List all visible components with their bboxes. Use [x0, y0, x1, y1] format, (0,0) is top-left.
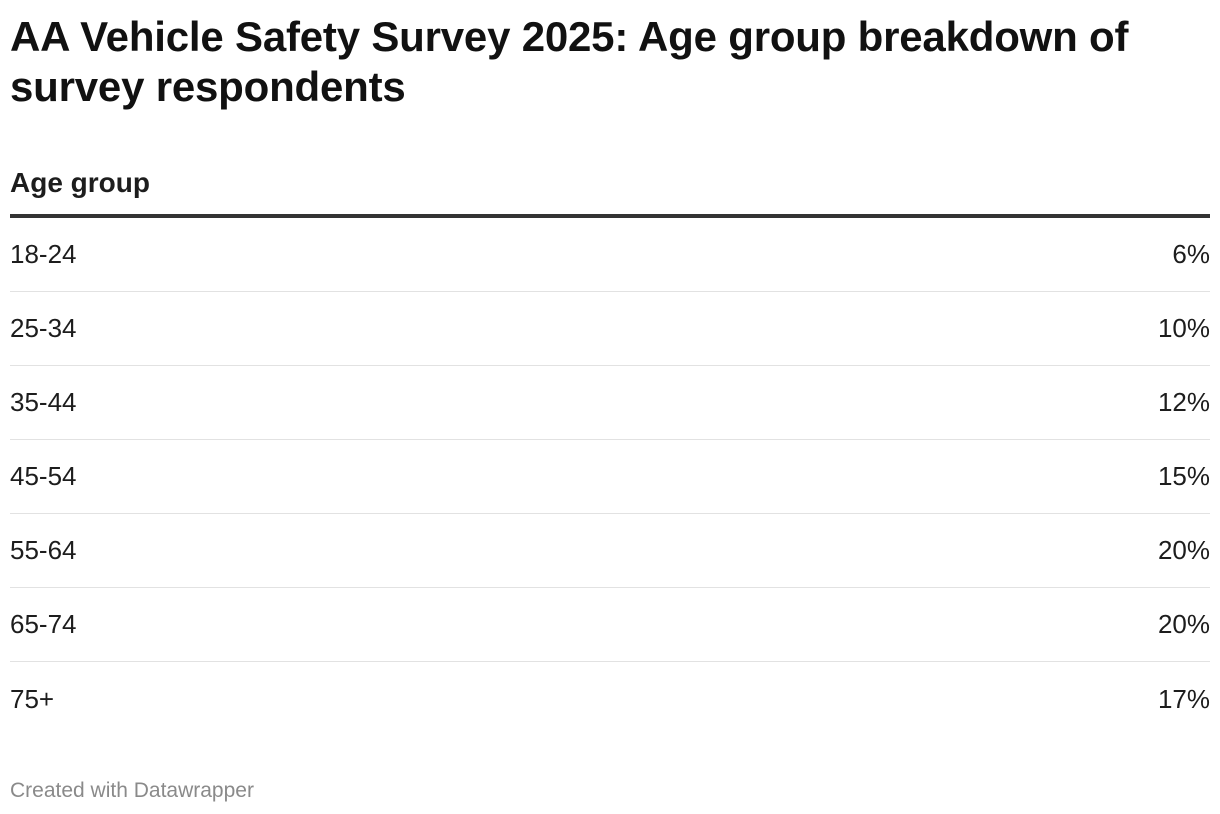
- chart-title: AA Vehicle Safety Survey 2025: Age group…: [10, 13, 1129, 110]
- table-row: 25-34 10%: [10, 292, 1210, 366]
- age-group-cell: 45-54: [10, 461, 77, 491]
- age-group-cell: 35-44: [10, 387, 77, 417]
- percentage-cell: 15%: [1157, 461, 1210, 491]
- table-row: 35-44 12%: [10, 366, 1210, 440]
- percentage-cell: 17%: [1157, 683, 1210, 714]
- table-row: 75+ 17%: [10, 662, 1210, 736]
- table-row: 65-74 20%: [10, 588, 1210, 662]
- percentage-cell: 12%: [1157, 387, 1210, 417]
- age-group-cell: 55-64: [10, 535, 77, 565]
- percentage-cell: 20%: [1157, 535, 1210, 565]
- table-body: 18-24 6% 25-34 10% 35-44 12% 45-54 15% 55-64 20% 6…: [10, 218, 1210, 736]
- age-group-cell: 75+: [10, 683, 55, 714]
- table-row: 18-24 6%: [10, 218, 1210, 292]
- table-row: 55-64 20%: [10, 514, 1210, 588]
- datawrapper-credit: Created with Datawrapper: [10, 779, 254, 802]
- data-table: Age group 18-24 6% 25-34 10% 35-44 12% 45-54 15…: [10, 160, 1210, 736]
- age-group-cell: 65-74: [10, 609, 77, 639]
- age-group-cell: 25-34: [10, 313, 77, 343]
- table-header: Age group: [10, 160, 1210, 218]
- percentage-cell: 6%: [1172, 239, 1210, 269]
- age-group-cell: 18-24: [10, 239, 77, 269]
- table-row: 45-54 15%: [10, 440, 1210, 514]
- column-header-age-group: Age group: [10, 167, 150, 198]
- percentage-cell: 10%: [1157, 313, 1210, 343]
- percentage-cell: 20%: [1157, 609, 1210, 639]
